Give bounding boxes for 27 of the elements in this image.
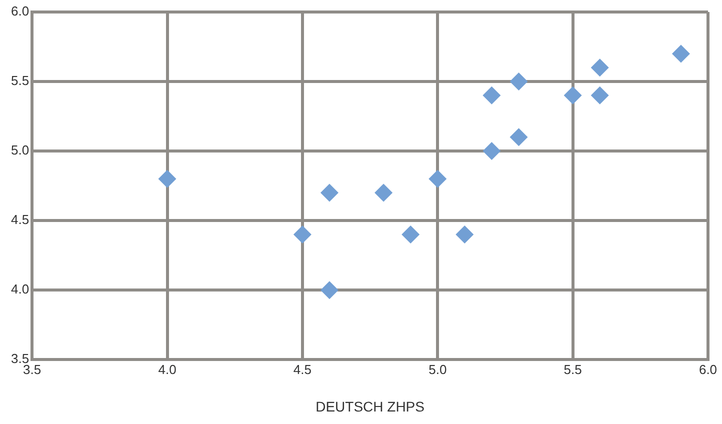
point	[158, 170, 176, 188]
point	[510, 128, 528, 146]
point	[320, 281, 338, 300]
point	[482, 86, 501, 104]
y-tick-label: 4.5	[10, 212, 30, 228]
y-tick-label: 5.0	[10, 142, 30, 158]
point	[402, 225, 420, 244]
point	[374, 184, 393, 202]
x-tick-label: 5.0	[428, 362, 447, 377]
x-tick-label: 6.0	[698, 362, 718, 377]
x-tick-label: 4.5	[293, 362, 312, 377]
x-axis-title: DEUTSCH ZHPS	[316, 398, 424, 414]
y-tick-label: 6.0	[10, 4, 30, 19]
point	[428, 170, 447, 188]
point	[590, 58, 609, 77]
point	[320, 184, 338, 202]
point	[482, 142, 501, 160]
point	[590, 86, 609, 104]
y-tick-label: 5.5	[10, 73, 30, 88]
x-tick-label: 4.0	[158, 362, 176, 377]
point	[672, 44, 690, 63]
point	[456, 225, 474, 244]
x-tick-label: 5.5	[564, 362, 582, 377]
point	[564, 86, 582, 104]
y-tick-label: 4.0	[10, 282, 30, 297]
point	[510, 72, 528, 91]
point	[293, 225, 312, 244]
